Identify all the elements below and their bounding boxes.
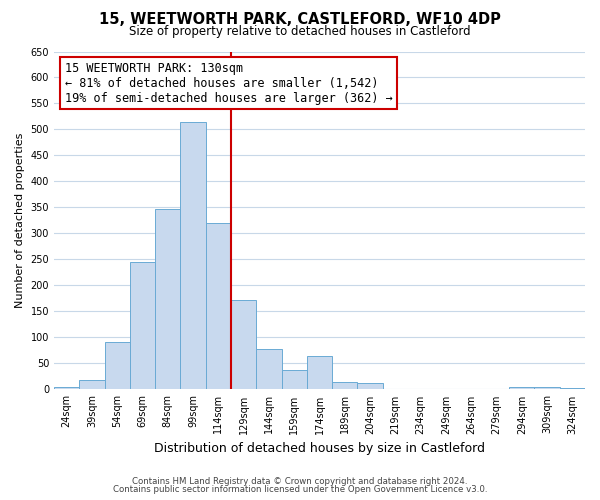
Bar: [509, 387, 535, 390]
Bar: [231, 300, 256, 390]
Bar: [560, 388, 585, 390]
Text: Size of property relative to detached houses in Castleford: Size of property relative to detached ho…: [129, 25, 471, 38]
X-axis label: Distribution of detached houses by size in Castleford: Distribution of detached houses by size …: [154, 442, 485, 455]
Bar: [155, 208, 181, 390]
Bar: [332, 382, 358, 390]
Text: Contains public sector information licensed under the Open Government Licence v3: Contains public sector information licen…: [113, 485, 487, 494]
Bar: [79, 380, 104, 390]
Bar: [130, 262, 155, 390]
Text: Contains HM Land Registry data © Crown copyright and database right 2024.: Contains HM Land Registry data © Crown c…: [132, 477, 468, 486]
Y-axis label: Number of detached properties: Number of detached properties: [15, 133, 25, 308]
Bar: [281, 370, 307, 390]
Text: 15, WEETWORTH PARK, CASTLEFORD, WF10 4DP: 15, WEETWORTH PARK, CASTLEFORD, WF10 4DP: [99, 12, 501, 28]
Bar: [181, 122, 206, 390]
Bar: [54, 387, 79, 390]
Bar: [358, 383, 383, 390]
Bar: [256, 350, 281, 390]
Bar: [307, 356, 332, 390]
Bar: [535, 387, 560, 390]
Bar: [206, 223, 231, 390]
Text: 15 WEETWORTH PARK: 130sqm
← 81% of detached houses are smaller (1,542)
19% of se: 15 WEETWORTH PARK: 130sqm ← 81% of detac…: [65, 62, 392, 104]
Bar: [104, 342, 130, 390]
